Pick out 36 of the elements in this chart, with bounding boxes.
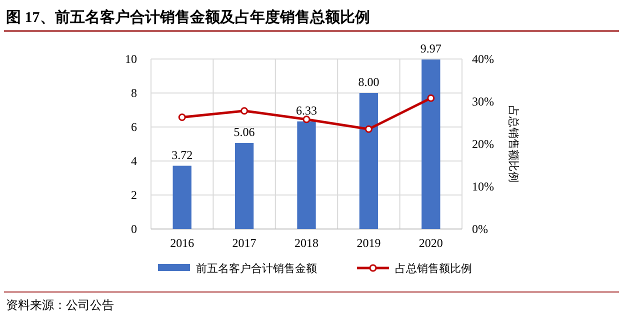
- point: [178, 113, 186, 121]
- data-label: 8.00: [358, 75, 380, 89]
- data-label: 6.33: [296, 103, 317, 118]
- y-tick-label: 10: [125, 52, 137, 66]
- y2-tick-label: 10%: [472, 180, 494, 194]
- chart-title: 图 17、前五名客户合计销售金额及占年度销售总额比例: [6, 8, 370, 26]
- legend-label: 前五名客户合计销售金额: [196, 262, 317, 275]
- point: [427, 94, 435, 102]
- point: [302, 116, 310, 124]
- data-label: 9.97: [420, 42, 442, 56]
- y-tick-label: 2: [131, 188, 137, 202]
- data-label: 5.06: [234, 124, 255, 139]
- bar: [297, 121, 316, 229]
- x-tick-label: 2018: [294, 236, 318, 250]
- x-tick-label: 2020: [418, 236, 443, 250]
- y-tick-label: 8: [131, 86, 137, 100]
- y-tick-label: 4: [131, 154, 137, 168]
- x-tick-label: 2019: [356, 236, 381, 250]
- legend-label: 占总销售额比例: [395, 262, 472, 275]
- y2-tick-label: 30%: [472, 94, 494, 108]
- y2-tick-label: 20%: [472, 137, 494, 151]
- bar: [422, 60, 440, 229]
- bar: [172, 166, 192, 229]
- data-label: 3.72: [172, 148, 193, 162]
- point: [364, 125, 372, 133]
- point: [240, 107, 248, 115]
- y2-axis-title: 占总销售额比例: [507, 106, 520, 182]
- text: 资料来源：公司公告: [6, 298, 114, 312]
- x-tick-label: 2017: [232, 236, 256, 250]
- y2-tick-label: 40%: [472, 52, 494, 66]
- bar: [234, 142, 254, 229]
- y-tick-label: 6: [131, 120, 137, 134]
- x-tick-label: 2016: [170, 236, 194, 250]
- y2-tick-label: 0%: [472, 222, 488, 236]
- y-tick-label: 0: [131, 222, 137, 236]
- bar: [359, 93, 378, 229]
